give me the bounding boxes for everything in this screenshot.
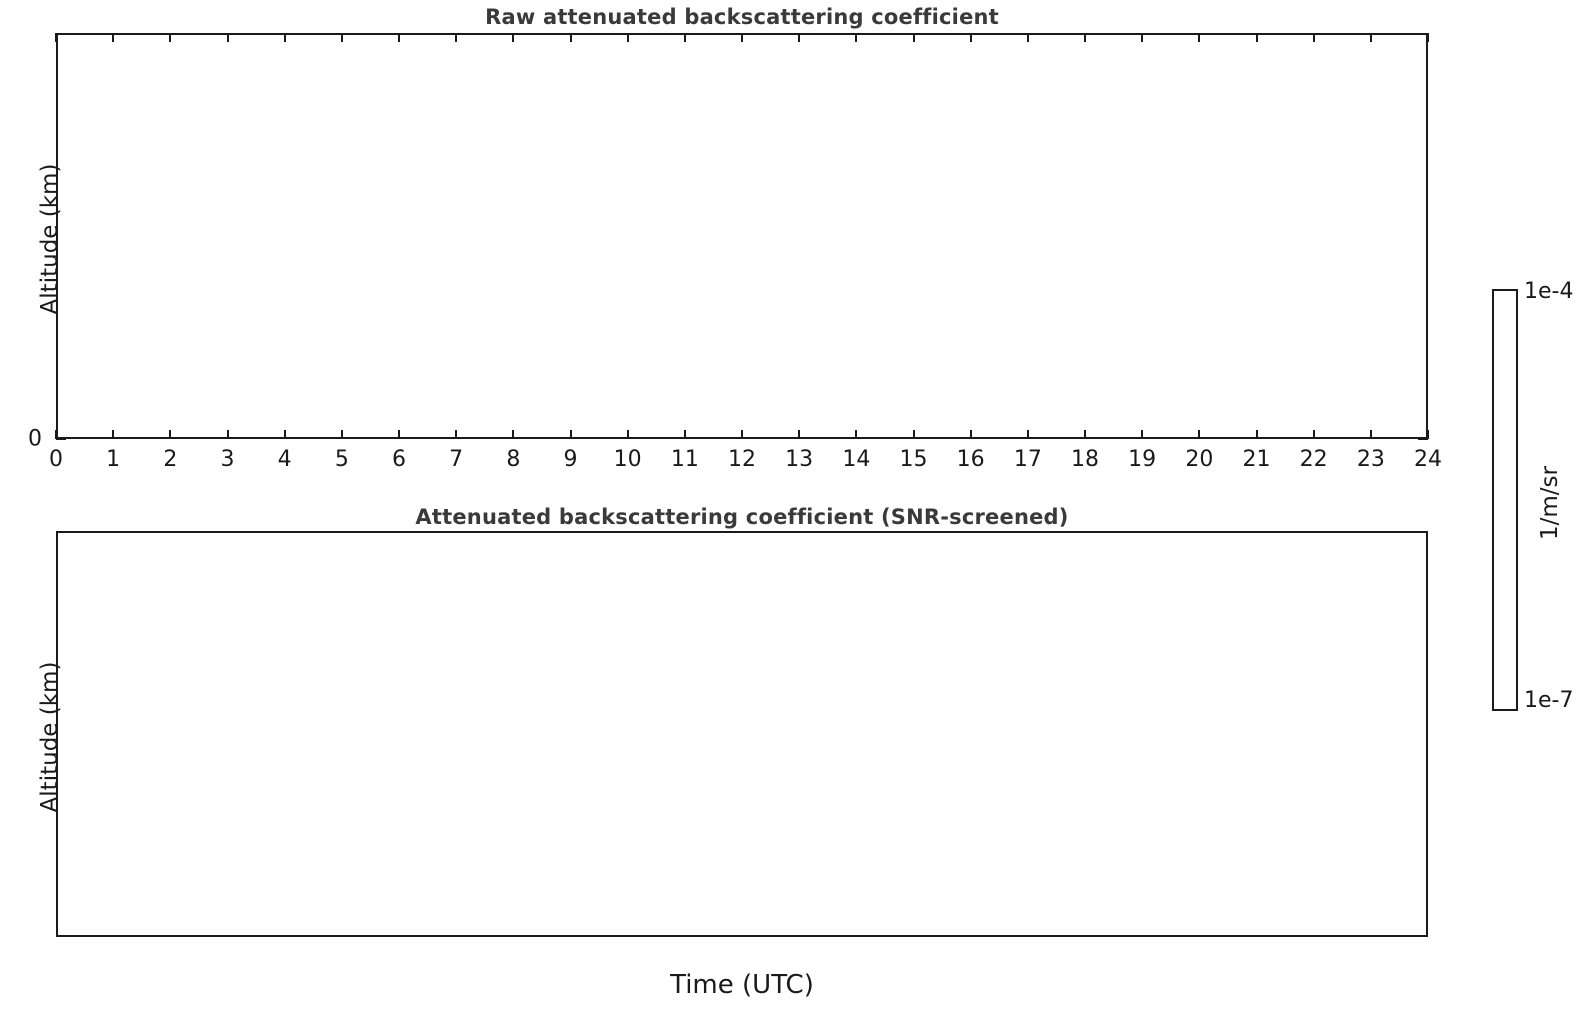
heatmap-canvas-screened	[58, 533, 1426, 935]
x-tick-label-12-panel0: 12	[728, 447, 756, 472]
plot-area-raw[interactable]	[56, 33, 1428, 439]
x-tick-top-2	[169, 33, 171, 42]
x-tick-label-13-panel0: 13	[785, 447, 814, 472]
x-tick-top-4	[284, 33, 286, 42]
x-tick-label-10-panel0: 10	[613, 447, 642, 472]
x-tick-20	[1198, 430, 1200, 439]
plot-area-screened[interactable]	[56, 531, 1428, 937]
x-tick-14	[855, 430, 857, 439]
x-tick-3	[227, 430, 229, 439]
x-tick-top-10	[627, 33, 629, 42]
y-tick-label-0-panel0: 0	[28, 426, 42, 452]
x-tick-top-5	[341, 33, 343, 42]
x-tick-23	[1370, 430, 1372, 439]
x-tick-15	[913, 430, 915, 439]
x-tick-11	[684, 430, 686, 439]
x-tick-top-11	[684, 33, 686, 42]
x-tick-22	[1313, 430, 1315, 439]
y-tick-right-0	[1418, 438, 1428, 440]
x-tick-top-12	[741, 33, 743, 42]
x-tick-13	[798, 430, 800, 439]
colorbar-tick-max: 1e-4	[1524, 279, 1574, 304]
x-tick-label-2-panel0: 2	[163, 447, 178, 472]
x-tick-top-21	[1256, 33, 1258, 42]
x-tick-label-6-panel0: 6	[392, 447, 406, 472]
x-tick-label-21-panel0: 21	[1242, 447, 1271, 472]
x-tick-16	[970, 430, 972, 439]
y-axis-label-raw: Altitude (km)	[37, 163, 63, 315]
x-tick-label-0-panel0: 0	[49, 447, 63, 472]
x-tick-top-20	[1198, 33, 1200, 42]
colorbar-tick-min: 1e-7	[1524, 688, 1574, 713]
x-tick-9	[570, 430, 572, 439]
x-tick-label-4-panel0: 4	[277, 447, 292, 472]
x-tick-top-13	[798, 33, 800, 42]
x-tick-2	[169, 430, 171, 439]
x-tick-top-19	[1141, 33, 1143, 42]
panel-title-raw: Raw attenuated backscattering coefficien…	[485, 5, 999, 29]
x-tick-6	[398, 430, 400, 439]
x-tick-21	[1256, 430, 1258, 439]
x-tick-label-18-panel0: 18	[1071, 447, 1099, 472]
x-tick-7	[455, 430, 457, 439]
x-tick-label-3-panel0: 3	[220, 447, 235, 472]
x-tick-0	[55, 430, 57, 439]
x-tick-8	[512, 430, 514, 439]
x-tick-label-22-panel0: 22	[1299, 447, 1328, 472]
x-tick-top-9	[570, 33, 572, 42]
x-tick-label-5-panel0: 5	[334, 447, 349, 472]
x-tick-label-23-panel0: 23	[1356, 447, 1385, 472]
x-tick-19	[1141, 430, 1143, 439]
y-tick-0	[56, 438, 66, 440]
x-tick-top-1	[112, 33, 114, 42]
x-tick-top-16	[970, 33, 972, 42]
panel-title-screened: Attenuated backscattering coefficient (S…	[415, 505, 1069, 529]
y-axis-label-screened: Altitude (km)	[37, 661, 63, 813]
x-tick-label-15-panel0: 15	[899, 447, 928, 472]
x-tick-18	[1084, 430, 1086, 439]
x-tick-4	[284, 430, 286, 439]
x-tick-top-8	[512, 33, 514, 42]
x-tick-label-1-panel0: 1	[106, 447, 121, 472]
x-tick-top-23	[1370, 33, 1372, 42]
x-tick-label-19-panel0: 19	[1128, 447, 1157, 472]
x-tick-1	[112, 430, 114, 439]
x-tick-top-17	[1027, 33, 1029, 42]
x-tick-label-7-panel0: 7	[449, 447, 464, 472]
x-tick-label-24-panel0: 24	[1414, 447, 1442, 472]
x-tick-top-0	[55, 33, 57, 42]
x-tick-12	[741, 430, 743, 439]
x-axis-label: Time (UTC)	[670, 970, 814, 1000]
x-tick-top-24	[1427, 33, 1429, 42]
x-tick-label-8-panel0: 8	[506, 447, 521, 472]
x-tick-17	[1027, 430, 1029, 439]
x-tick-top-6	[398, 33, 400, 42]
x-tick-label-11-panel0: 11	[670, 447, 699, 472]
x-tick-label-20-panel0: 20	[1185, 447, 1214, 472]
x-tick-top-22	[1313, 33, 1315, 42]
x-tick-5	[341, 430, 343, 439]
colorbar[interactable]	[1492, 289, 1518, 711]
x-tick-label-17-panel0: 17	[1013, 447, 1042, 472]
x-tick-top-7	[455, 33, 457, 42]
colorbar-canvas	[1494, 291, 1516, 709]
x-tick-label-14-panel0: 14	[842, 447, 871, 472]
x-tick-24	[1427, 430, 1429, 439]
x-tick-top-14	[855, 33, 857, 42]
x-tick-top-15	[913, 33, 915, 42]
x-tick-label-16-panel0: 16	[956, 447, 985, 472]
colorbar-unit-label: 1/m/sr	[1537, 466, 1563, 540]
x-tick-top-18	[1084, 33, 1086, 42]
x-tick-label-9-panel0: 9	[563, 447, 578, 472]
heatmap-canvas-raw	[58, 35, 1426, 437]
x-tick-10	[627, 430, 629, 439]
x-tick-top-3	[227, 33, 229, 42]
